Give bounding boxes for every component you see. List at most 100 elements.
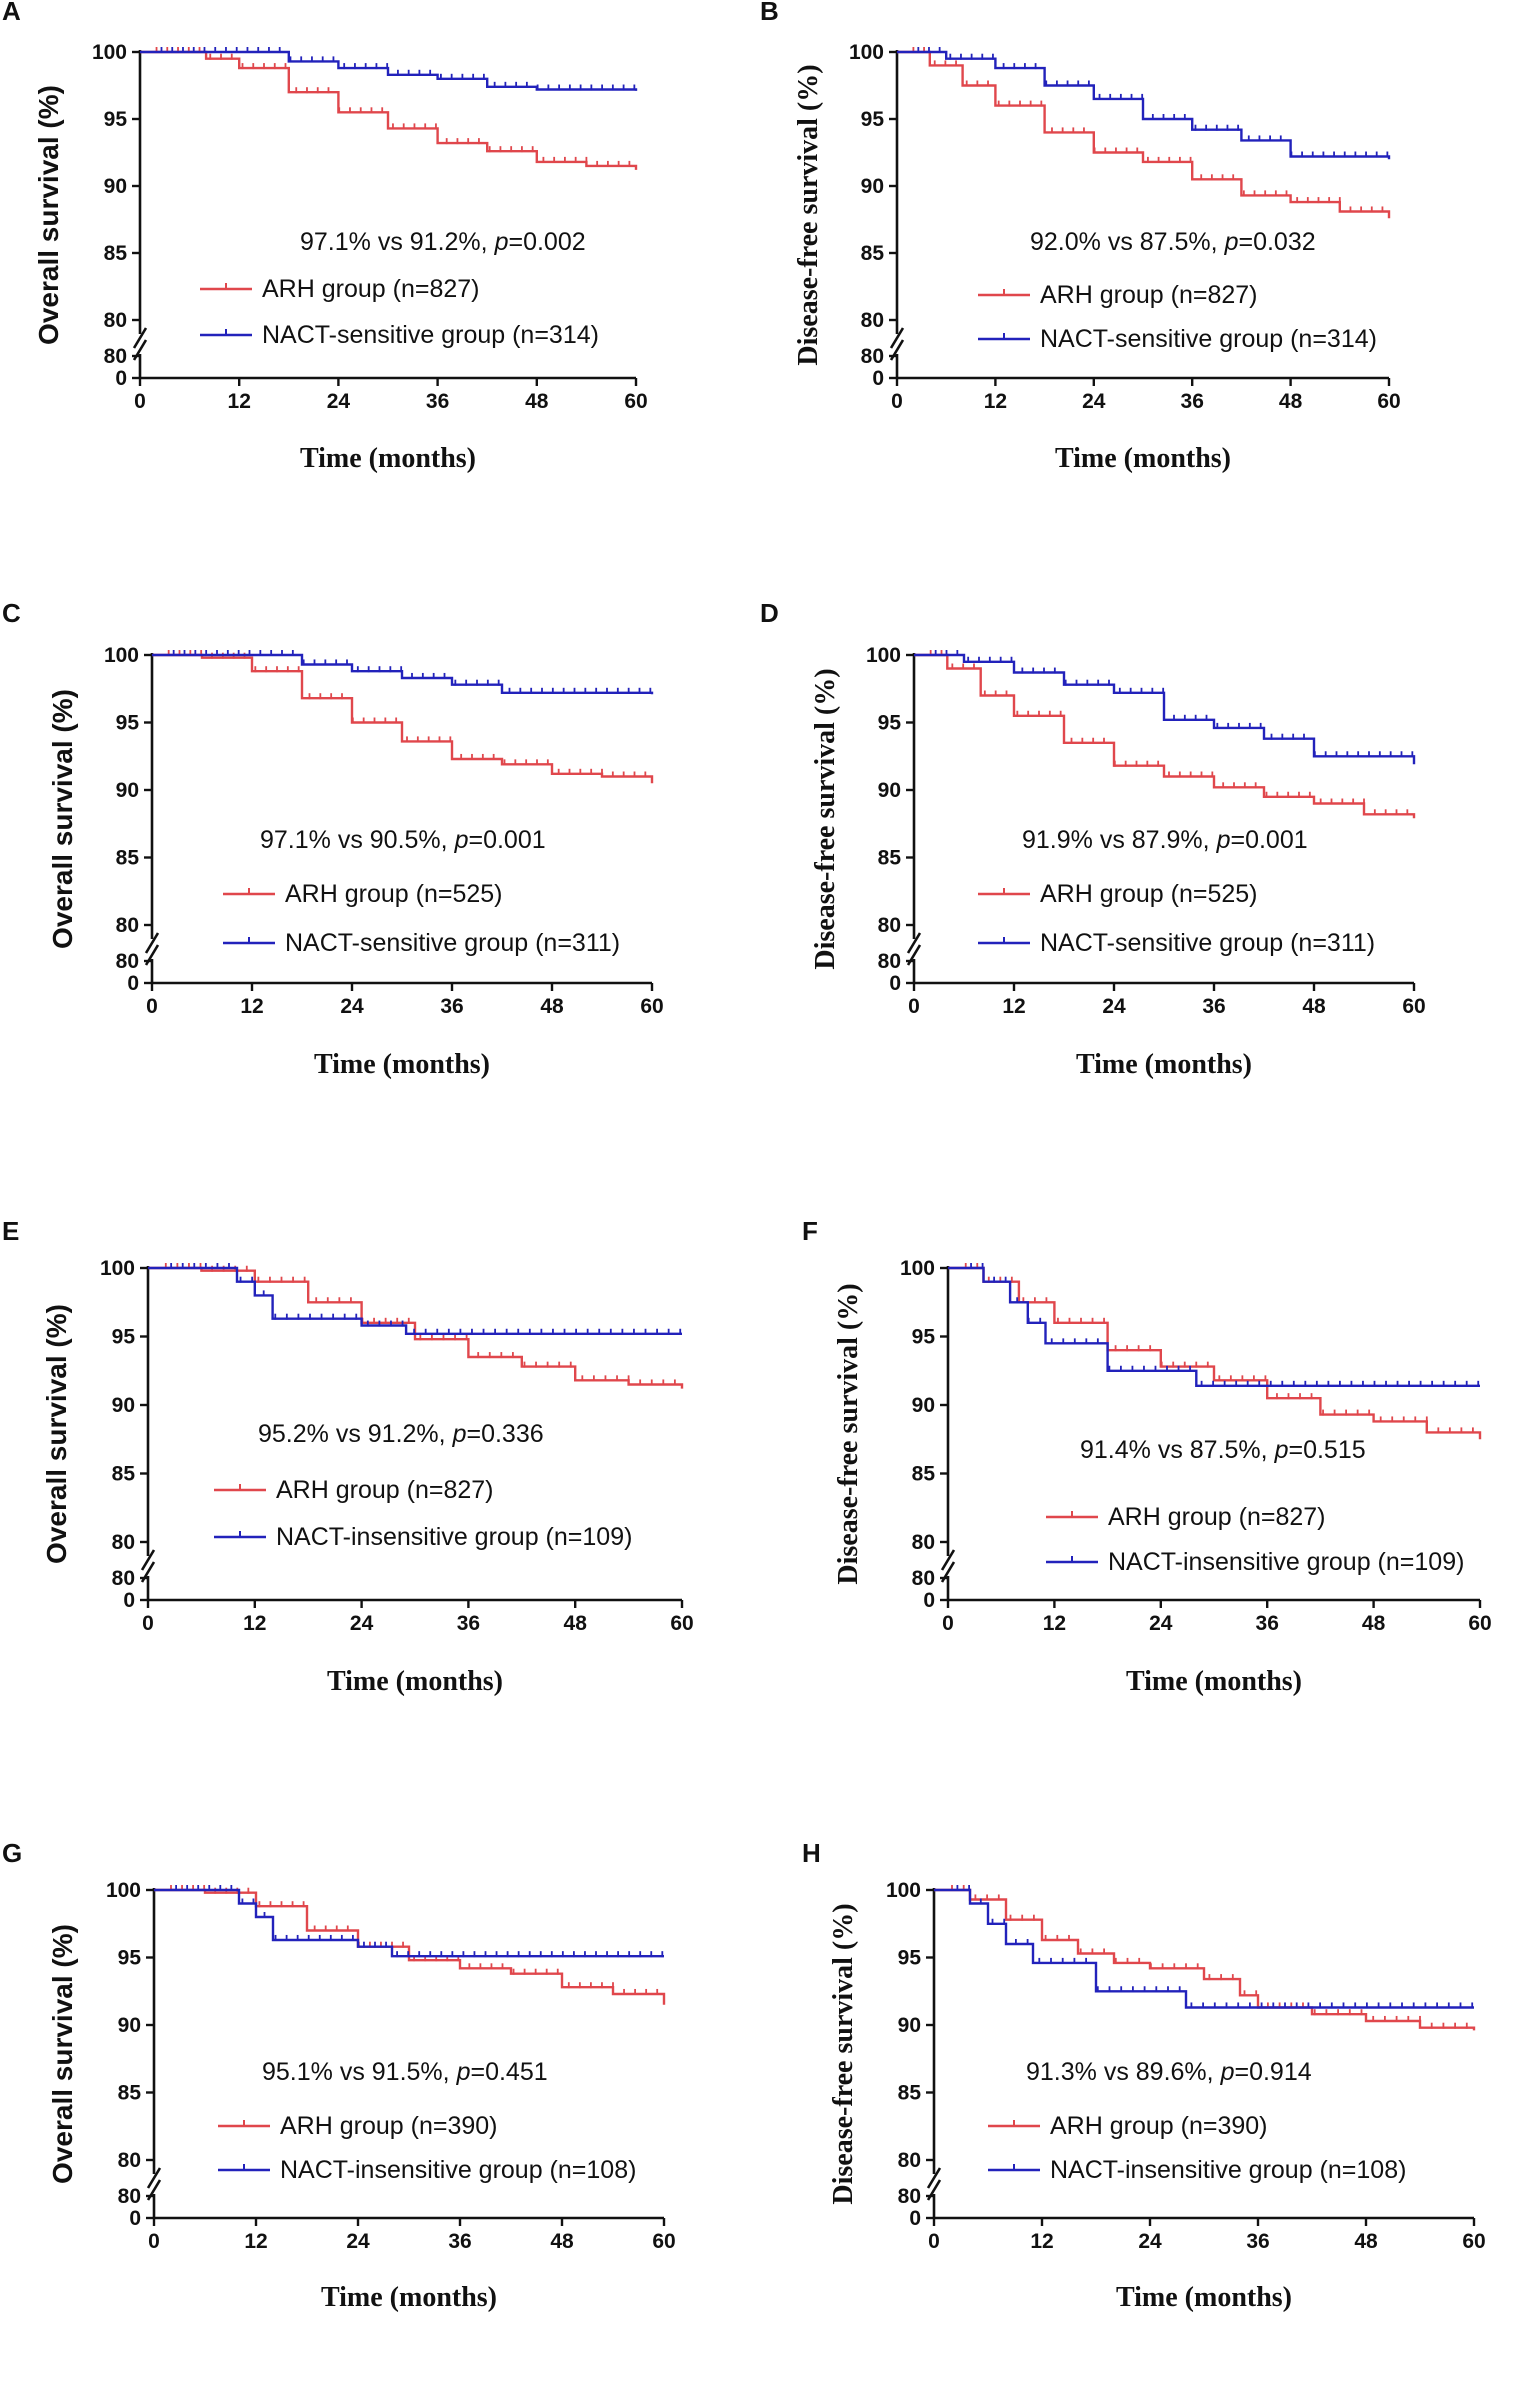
y-axis-title: Overall survival (%) [47,1924,78,2184]
panel-label: G [2,1838,22,1868]
y-axis-title: Disease-free survival (%) [810,668,841,969]
y-tick-label: 95 [104,108,128,131]
y-tick-label: 90 [861,175,884,198]
y-tick-label: 80 [104,345,127,368]
y-tick-label: 80 [118,2149,141,2172]
legend-label: NACT-insensitive group (n=108) [1050,2156,1406,2184]
x-tick-label: 48 [540,995,564,1018]
series-nact [148,1263,682,1335]
y-tick-label: 100 [849,41,884,64]
y-tick-label: 80 [118,2185,141,2208]
y-tick-label: 0 [115,367,127,390]
y-tick-label: 95 [912,1326,936,1349]
x-tick-label: 36 [1246,2230,1269,2253]
y-tick-label: 100 [886,1879,921,1902]
panel-label: B [760,0,779,26]
y-tick-label: 90 [118,2014,141,2037]
y-tick-label: 80 [104,309,127,332]
stat-values: 92.0% vs 87.5%, [1030,228,1225,256]
y-tick-label: 100 [104,644,139,667]
stat-p-value: =0.001 [1230,826,1307,854]
y-tick-label: 100 [900,1257,935,1280]
y-tick-label: 100 [106,1879,141,1902]
legend-label: NACT-sensitive group (n=314) [1040,325,1377,353]
legend-label: NACT-sensitive group (n=314) [262,321,599,349]
stat-p-symbol: p [1216,826,1231,854]
legend-label: NACT-insensitive group (n=108) [280,2156,636,2184]
stat-p-value: =0.001 [468,826,545,854]
survival-curve [934,1888,1476,2031]
survival-curve [897,50,1391,160]
panel-label: H [802,1838,821,1868]
legend: ARH group (n=827) NACT-sensitive group (n… [200,275,599,349]
y-tick-label: 80 [898,2149,921,2172]
stat-annotation: 92.0% vs 87.5%, p=0.032 [1030,228,1316,256]
survival-curve [897,50,1391,219]
stat-p-value: =0.336 [466,1420,543,1448]
legend-label: ARH group (n=390) [280,2112,497,2140]
stat-p-value: =0.002 [508,228,585,256]
axes [889,50,1391,386]
x-tick-label: 48 [1354,2230,1378,2253]
stat-values: 97.1% vs 90.5%, [260,826,455,854]
y-tick-label: 90 [104,175,127,198]
x-tick-label: 24 [1102,995,1126,1018]
stat-p-symbol: p [1224,228,1239,256]
survival-curve [934,1888,1474,2009]
stat-p-value: =0.515 [1288,1436,1365,1464]
axes [940,1266,1482,1608]
stat-p-value: =0.032 [1238,228,1315,256]
axes [140,1266,684,1608]
y-tick-label: 85 [912,1463,936,1486]
y-tick-label: 95 [898,1947,922,1970]
x-tick-label: 24 [340,995,364,1018]
y-tick-label: 80 [912,1531,935,1554]
x-tick-label: 24 [346,2230,370,2253]
y-tick-label: 90 [116,779,139,802]
y-tick-label: 95 [861,108,885,131]
legend-label: NACT-insensitive group (n=109) [1108,1548,1464,1576]
x-tick-label: 12 [1002,995,1025,1018]
legend-label: ARH group (n=390) [1050,2112,1267,2140]
y-tick-label: 85 [898,2082,922,2105]
x-tick-label: 60 [640,995,663,1018]
axis-break-mark [940,1549,956,1571]
stat-values: 91.3% vs 89.6%, [1026,2058,1221,2086]
stat-p-value: =0.914 [1234,2058,1311,2086]
series-nact [897,47,1391,160]
stat-p-symbol: p [456,2058,471,2086]
x-tick-label: 24 [327,390,351,413]
legend-label: ARH group (n=525) [285,880,502,908]
y-tick-label: 100 [92,41,127,64]
x-tick-label: 0 [148,2230,160,2253]
x-tick-label: 48 [1302,995,1326,1018]
panel-label: D [760,598,779,628]
x-tick-label: 0 [134,390,146,413]
y-tick-label: 85 [118,2082,142,2105]
stat-values: 95.1% vs 91.5%, [262,2058,457,2086]
x-tick-label: 60 [1402,995,1425,1018]
x-tick-label: 60 [670,1612,693,1635]
survival-curve [152,653,654,784]
axes [146,1888,666,2226]
stat-values: 91.9% vs 87.9%, [1022,826,1217,854]
y-tick-label: 80 [912,1567,935,1590]
series-arh [154,1885,666,2005]
stat-p-symbol: p [452,1420,467,1448]
survival-curve [948,1266,1480,1387]
legend: ARH group (n=827) NACT-sensitive group (n… [978,281,1377,353]
x-tick-label: 36 [448,2230,471,2253]
survival-curve [140,50,638,170]
x-tick-label: 12 [228,390,251,413]
x-tick-label: 24 [350,1612,374,1635]
x-tick-label: 0 [942,1612,954,1635]
x-tick-label: 12 [244,2230,267,2253]
y-axis-title: Disease-free survival (%) [828,1903,859,2204]
stat-p-symbol: p [1274,1436,1289,1464]
x-tick-label: 12 [1030,2230,1053,2253]
y-tick-label: 0 [923,1589,935,1612]
